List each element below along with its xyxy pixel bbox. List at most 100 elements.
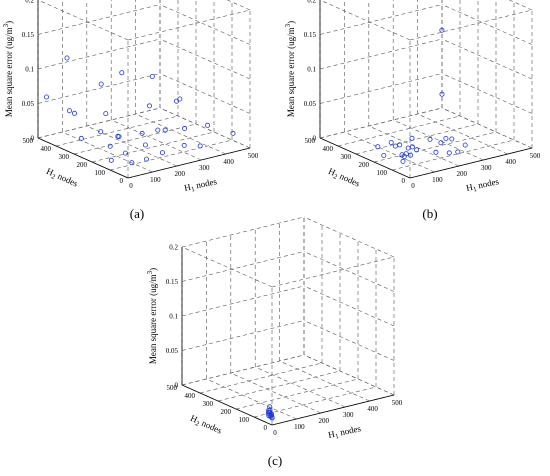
data-point <box>155 127 161 133</box>
y-axis-line <box>37 137 129 179</box>
y-tick-label: 400 <box>41 145 52 153</box>
wall-gridline <box>303 320 395 361</box>
data-point <box>44 94 50 100</box>
data-point <box>146 103 152 109</box>
y-tick-label: 200 <box>221 408 232 416</box>
floor-gridline <box>368 125 459 167</box>
data-point <box>269 415 275 421</box>
data-point <box>409 135 415 141</box>
wall-gridline <box>319 38 443 70</box>
data-point <box>427 136 433 142</box>
data-point <box>409 144 415 150</box>
x-tick-label: 100 <box>150 176 161 184</box>
data-point <box>401 153 407 159</box>
wall-gridline <box>159 107 251 149</box>
data-point <box>173 98 179 104</box>
data-point <box>407 152 413 158</box>
x-tick-label: 500 <box>248 152 259 160</box>
y-axis-label: H2 nodes <box>188 413 224 438</box>
x-axis-line <box>271 394 395 426</box>
wall-gridline <box>303 354 395 396</box>
floor-gridline <box>135 113 226 155</box>
wall-gridline <box>319 73 443 104</box>
data-point <box>266 409 272 415</box>
floor-gridline <box>86 125 177 167</box>
floor-gridline <box>417 113 508 155</box>
data-point <box>439 27 445 33</box>
data-point <box>115 133 121 139</box>
y-tick-label: 200 <box>77 161 88 169</box>
y-tick-label: 300 <box>341 153 352 161</box>
data-point <box>103 111 109 117</box>
wall-gridline <box>181 285 305 317</box>
data-point <box>78 135 84 141</box>
data-point <box>268 412 274 418</box>
wall-gridline <box>37 38 161 70</box>
wall-gridline <box>226 0 251 11</box>
y-axis-label: H2 nodes <box>44 166 80 191</box>
data-point <box>439 91 445 97</box>
x-tick-label: 0 <box>129 182 133 190</box>
x-axis-label: H1 nodes <box>183 176 219 195</box>
y-tick-label: 100 <box>377 169 388 177</box>
x-tick-label: 200 <box>457 170 468 178</box>
data-point <box>119 70 125 76</box>
x-tick-label: 400 <box>367 405 378 413</box>
data-point <box>149 74 155 80</box>
y-tick-label: 0 <box>120 177 124 185</box>
x-tick-label: 0 <box>273 429 277 437</box>
z-tick-label: 0.05 <box>166 347 179 355</box>
data-point <box>66 108 72 114</box>
x-tick-label: 0 <box>411 182 415 190</box>
wall-gridline <box>441 38 533 80</box>
wall-gridline <box>441 73 533 114</box>
data-point <box>230 130 236 136</box>
x-tick-label: 400 <box>223 158 234 166</box>
data-point <box>181 126 187 132</box>
wall-gridline <box>319 4 443 35</box>
data-point <box>375 144 381 150</box>
floor-gridline <box>230 372 321 414</box>
box-edge <box>37 0 129 41</box>
wall-gridline <box>303 251 395 292</box>
wall-gridline <box>181 216 305 248</box>
panel-caption: (b) <box>422 206 437 221</box>
wall-gridline <box>159 4 251 45</box>
z-tick-label: 0.2 <box>307 0 316 5</box>
data-point <box>197 143 203 149</box>
floor-gridline <box>206 378 297 420</box>
data-point <box>462 142 468 148</box>
data-point <box>162 127 168 133</box>
data-point <box>122 150 128 156</box>
y-tick-label: 0 <box>264 424 268 432</box>
wall-gridline <box>37 4 161 35</box>
wall-gridline <box>181 320 305 351</box>
z-tick-label: 0.1 <box>25 66 34 74</box>
data-point <box>381 152 387 158</box>
data-point <box>143 156 149 162</box>
z-tick-label: 0.1 <box>307 66 316 74</box>
y-tick-label: 400 <box>323 145 334 153</box>
z-tick-label: 0.05 <box>22 100 35 108</box>
z-tick-label: 0.15 <box>166 278 179 286</box>
x-tick-label: 300 <box>199 164 210 172</box>
x-tick-label: 300 <box>343 411 354 419</box>
x-tick-label: 500 <box>530 152 541 160</box>
z-tick-label: 0.1 <box>169 313 178 321</box>
data-point <box>414 147 420 153</box>
z-axis-label: Mean square error (ug/m3) <box>284 21 296 117</box>
data-point <box>449 136 455 142</box>
z-tick-label: 0.2 <box>169 244 178 252</box>
data-point <box>438 140 444 146</box>
data-point <box>405 145 411 151</box>
wall-gridline <box>508 0 533 11</box>
data-point <box>98 81 104 87</box>
z-tick-label: 0 <box>31 135 35 143</box>
y-tick-label: 500 <box>23 137 34 145</box>
x-tick-label: 400 <box>505 158 516 166</box>
floor-gridline <box>279 360 370 402</box>
x-axis-label: H1 nodes <box>465 176 501 195</box>
x-tick-label: 100 <box>432 176 443 184</box>
data-point <box>397 142 403 148</box>
data-point <box>455 149 461 155</box>
